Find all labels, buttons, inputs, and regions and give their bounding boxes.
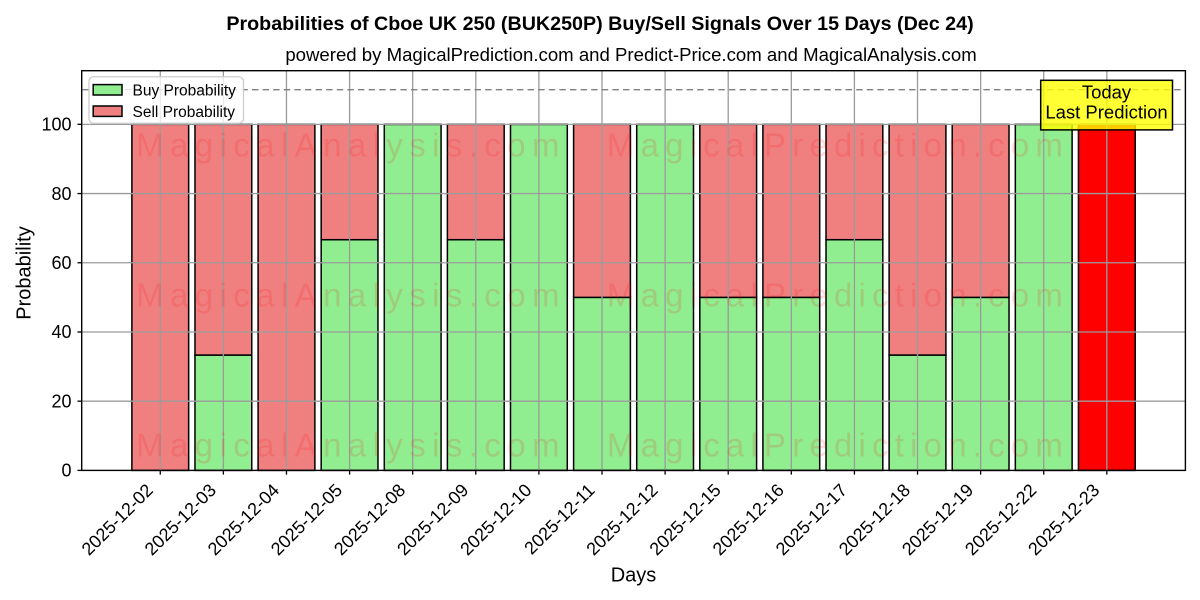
svg-text:100: 100 (41, 115, 71, 135)
svg-text:MagicalPrediction.com: MagicalPrediction.com (607, 277, 1069, 314)
svg-text:Probabilities of Cboe UK 250 (: Probabilities of Cboe UK 250 (BUK250P) B… (226, 13, 973, 35)
svg-text:Probability: Probability (14, 226, 36, 319)
svg-text:Sell Probability: Sell Probability (133, 104, 236, 121)
svg-text:40: 40 (51, 322, 71, 342)
svg-text:60: 60 (51, 253, 71, 273)
svg-text:Last Prediction: Last Prediction (1045, 102, 1167, 123)
svg-text:MagicalPrediction.com: MagicalPrediction.com (607, 127, 1069, 164)
svg-text:MagicalAnalysis.com: MagicalAnalysis.com (136, 427, 566, 464)
svg-text:MagicalAnalysis.com: MagicalAnalysis.com (136, 277, 566, 314)
svg-text:Today: Today (1082, 82, 1132, 103)
svg-text:MagicalAnalysis.com: MagicalAnalysis.com (136, 127, 566, 164)
svg-text:Buy Probability: Buy Probability (133, 82, 237, 99)
svg-text:MagicalPrediction.com: MagicalPrediction.com (607, 427, 1069, 464)
svg-text:Days: Days (611, 565, 657, 587)
svg-text:powered by MagicalPrediction.c: powered by MagicalPrediction.com and Pre… (285, 44, 976, 65)
svg-text:20: 20 (51, 391, 71, 411)
svg-text:0: 0 (61, 461, 71, 481)
svg-text:80: 80 (51, 184, 71, 204)
